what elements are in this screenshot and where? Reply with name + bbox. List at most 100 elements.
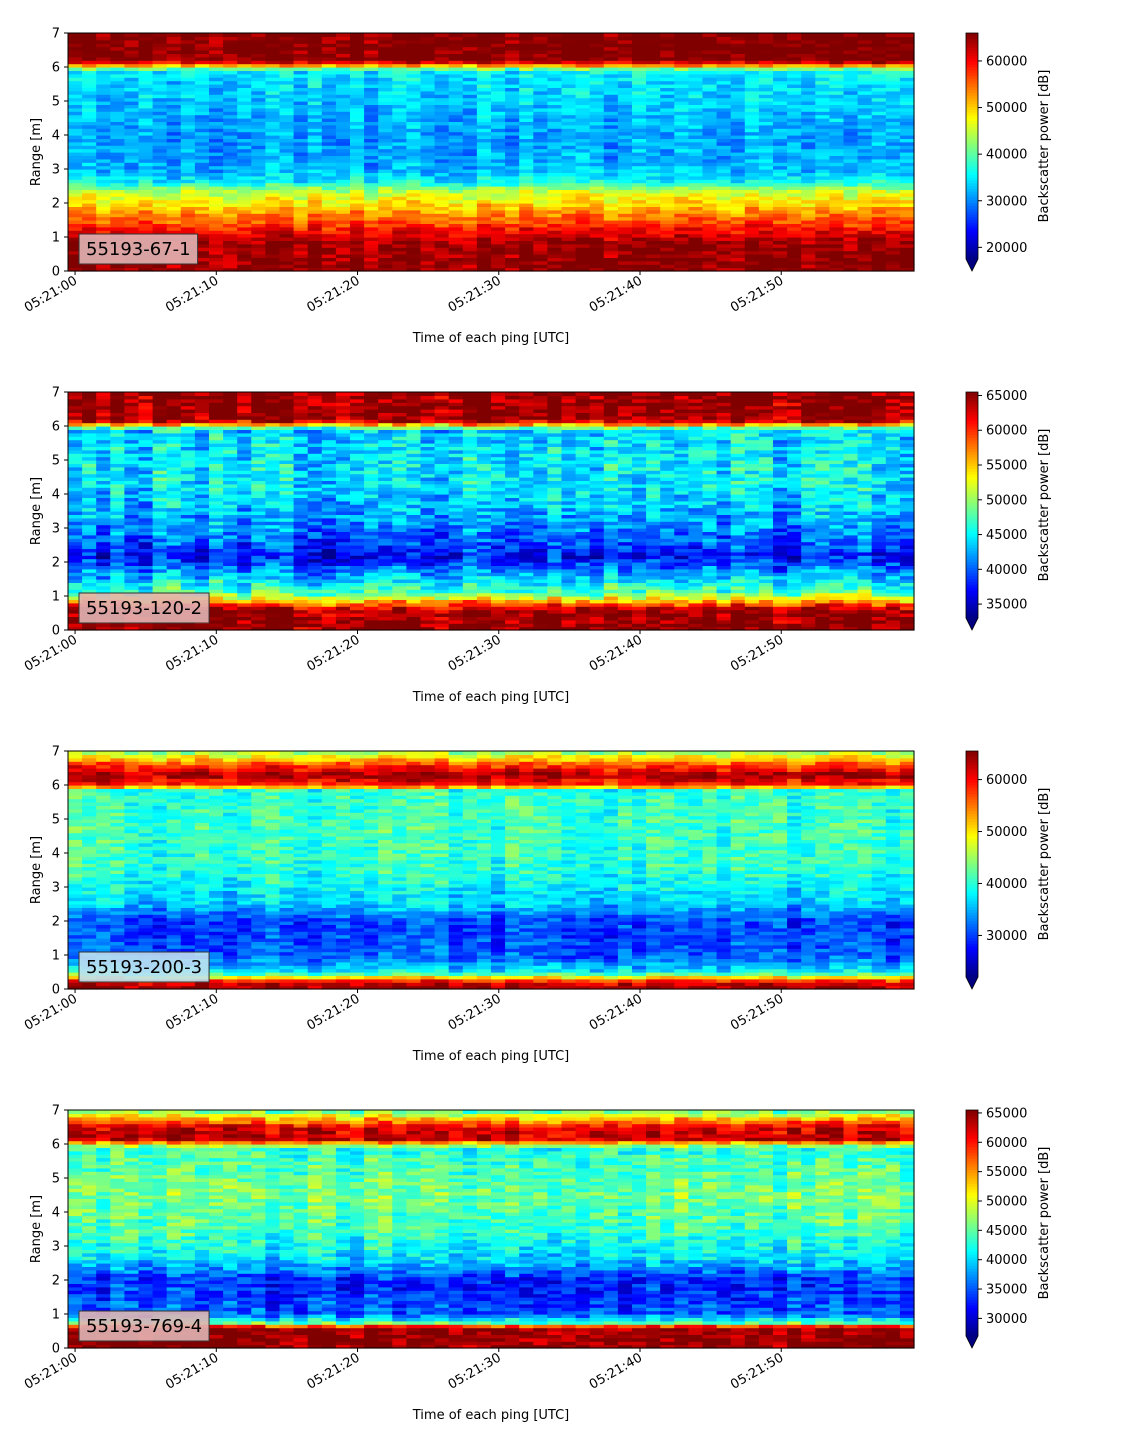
heatmap-cell xyxy=(744,33,760,37)
heatmap-cell xyxy=(378,73,393,78)
heatmap-cell xyxy=(646,39,661,44)
heatmap-cell xyxy=(152,223,168,228)
heatmap-cell xyxy=(124,541,140,546)
heatmap-cell xyxy=(773,124,788,129)
heatmap-cell xyxy=(321,179,337,184)
heatmap-cell xyxy=(603,169,619,173)
heatmap-cell xyxy=(716,141,732,146)
heatmap-cell xyxy=(815,121,830,126)
heatmap-cell xyxy=(744,182,760,187)
heatmap-cell xyxy=(350,179,365,184)
heatmap-cell xyxy=(237,152,252,156)
heatmap-cell xyxy=(68,145,83,150)
heatmap-cell xyxy=(350,267,365,272)
heatmap-cell xyxy=(124,203,140,207)
heatmap-cell xyxy=(899,84,915,88)
heatmap-cell xyxy=(716,63,732,68)
heatmap-cell xyxy=(730,213,746,218)
heatmap-cell xyxy=(194,243,210,248)
heatmap-cell xyxy=(68,613,83,617)
heatmap-cell xyxy=(716,90,732,95)
heatmap-cell xyxy=(801,135,816,139)
heatmap-cell xyxy=(209,237,224,241)
heatmap-cell xyxy=(801,33,816,37)
heatmap-cell xyxy=(406,118,422,122)
heatmap-cell xyxy=(561,155,577,160)
heatmap-cell xyxy=(166,504,182,509)
heatmap-cell xyxy=(462,213,478,218)
heatmap-cell xyxy=(646,175,661,180)
heatmap-cell xyxy=(138,104,154,109)
heatmap-cell xyxy=(702,124,718,129)
heatmap-cell xyxy=(617,33,633,37)
heatmap-cell xyxy=(575,152,591,156)
heatmap-cell xyxy=(180,60,196,65)
heatmap-cell xyxy=(237,70,252,75)
heatmap-cell xyxy=(519,56,534,61)
heatmap-cell xyxy=(335,33,351,37)
heatmap-cell xyxy=(787,257,802,262)
heatmap-cell xyxy=(899,50,915,54)
heatmap-cell xyxy=(603,39,619,44)
heatmap-cell xyxy=(152,209,168,214)
heatmap-cell xyxy=(674,186,689,190)
heatmap-cell xyxy=(632,121,647,126)
heatmap-cell xyxy=(138,494,154,498)
heatmap-cell xyxy=(476,152,492,156)
heatmap-cell xyxy=(871,213,887,218)
heatmap-cell xyxy=(307,206,323,211)
heatmap-cell xyxy=(801,162,816,167)
heatmap-cell xyxy=(758,175,774,180)
heatmap-cell xyxy=(166,470,182,475)
heatmap-cell xyxy=(660,36,675,41)
heatmap-cell xyxy=(251,73,266,78)
heatmap-cell xyxy=(180,623,196,628)
heatmap-cell xyxy=(773,148,788,153)
heatmap-cell xyxy=(223,155,238,160)
heatmap-cell xyxy=(434,33,450,37)
heatmap-cell xyxy=(885,131,901,136)
heatmap-cell xyxy=(462,257,478,262)
heatmap-cell xyxy=(758,216,774,221)
colorbar-segment xyxy=(966,103,978,108)
heatmap-cell xyxy=(617,213,633,218)
heatmap-cell xyxy=(744,260,760,265)
heatmap-cell xyxy=(110,392,125,396)
heatmap-cell xyxy=(378,152,393,156)
heatmap-cell xyxy=(194,80,210,85)
heatmap-cell xyxy=(744,169,760,173)
heatmap-cell xyxy=(180,80,196,85)
heatmap-cell xyxy=(68,439,83,444)
heatmap-cell xyxy=(533,240,548,245)
heatmap-cell xyxy=(110,562,125,566)
heatmap-cell xyxy=(773,209,788,214)
heatmap-cell xyxy=(716,46,732,51)
heatmap-cell xyxy=(702,94,718,99)
heatmap-cell xyxy=(68,80,83,85)
heatmap-cell xyxy=(575,257,591,262)
heatmap-cell xyxy=(632,56,647,61)
heatmap-cell xyxy=(801,203,816,207)
heatmap-cell xyxy=(617,206,633,211)
x-axis-label: Time of each ping [UTC] xyxy=(412,331,570,346)
heatmap-cell xyxy=(744,216,760,221)
heatmap-cell xyxy=(124,111,140,116)
heatmap-cell xyxy=(96,94,111,99)
heatmap-cell xyxy=(448,199,464,204)
heatmap-cell xyxy=(180,422,196,427)
heatmap-cell xyxy=(251,260,266,265)
heatmap-cell xyxy=(632,250,647,255)
heatmap-cell xyxy=(307,33,323,37)
heatmap-cell xyxy=(152,521,168,526)
heatmap-cell xyxy=(138,162,154,167)
heatmap-cell xyxy=(829,172,845,177)
heatmap-cell xyxy=(519,189,534,194)
heatmap-cell xyxy=(744,128,760,133)
heatmap-cell xyxy=(392,209,407,214)
heatmap-cell xyxy=(829,63,845,68)
heatmap-cell xyxy=(364,209,379,214)
heatmap-cell xyxy=(603,33,619,37)
heatmap-cell xyxy=(702,199,718,204)
heatmap-cell xyxy=(589,135,605,139)
